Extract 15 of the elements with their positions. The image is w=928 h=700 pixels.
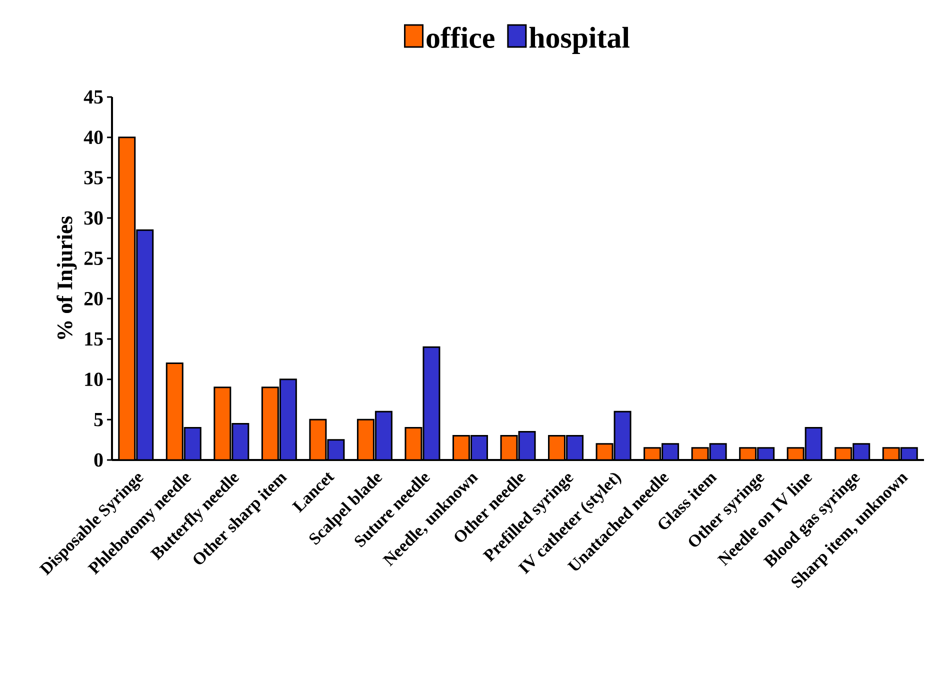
legend-label: office [426,26,494,48]
y-tick-label: 15 [85,332,103,346]
y-tick-label: 40 [84,130,103,144]
y-tick-label: 30 [84,211,103,225]
y-tick-label: 10 [85,372,103,386]
bar [118,136,136,460]
y-tick-label: 0 [94,453,103,467]
y-tick-label: 20 [84,292,103,306]
bar [136,229,154,460]
y-tick-label: 25 [84,252,103,266]
y-tick-label: 5 [94,413,103,426]
y-tick-label: 35 [84,170,103,184]
y-axis-title: % of Injuries [56,216,77,339]
y-tick-label: 45 [84,90,103,104]
legend-label: hospital [529,26,630,54]
